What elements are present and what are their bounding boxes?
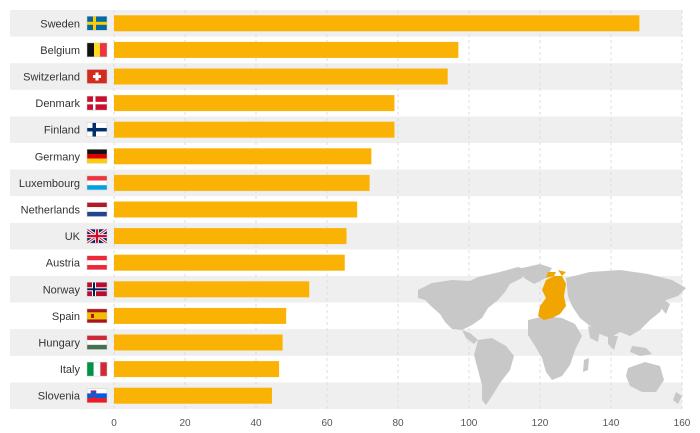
flag-germany-icon <box>86 149 108 164</box>
bar-luxembourg <box>114 174 370 191</box>
flag-hungary-icon <box>86 335 108 350</box>
flag-icons <box>86 16 108 403</box>
flag-belgium-icon <box>86 42 108 58</box>
x-axis-tick-labels: 0 20 40 60 80 100 120 140 160 <box>111 418 691 429</box>
x-tick-label: 0 <box>111 418 117 429</box>
bar-belgium <box>114 41 459 58</box>
flag-switzerland-icon <box>86 69 108 84</box>
bars <box>114 15 640 404</box>
x-tick-label: 40 <box>250 418 262 429</box>
bar-germany <box>114 148 372 165</box>
category-label: Slovenia <box>38 391 81 403</box>
flag-luxembourg-icon <box>86 175 108 191</box>
category-label: UK <box>65 231 81 243</box>
x-tick-label: 60 <box>321 418 333 429</box>
category-label: Denmark <box>35 98 80 110</box>
category-label: Finland <box>44 125 80 137</box>
row-band <box>10 329 682 356</box>
flag-norway-icon <box>86 282 108 297</box>
x-tick-label: 120 <box>532 418 549 429</box>
flag-finland-icon <box>86 122 108 137</box>
flag-denmark-icon <box>86 95 108 111</box>
flag-spain-icon <box>86 308 108 324</box>
flag-slovenia-icon <box>86 388 108 403</box>
bar-hungary <box>114 334 283 351</box>
x-tick-label: 80 <box>392 418 404 429</box>
x-tick-label: 160 <box>674 418 691 429</box>
category-label: Germany <box>35 151 81 163</box>
flag-austria-icon <box>86 255 108 270</box>
category-label: Spain <box>52 311 80 323</box>
bar-italy <box>114 361 280 378</box>
x-tick-label: 20 <box>179 418 191 429</box>
row-band <box>10 382 682 409</box>
world-map-icon <box>418 264 686 405</box>
bar-norway <box>114 281 310 298</box>
flag-uk-icon <box>86 227 108 245</box>
category-label: Luxembourg <box>19 178 80 190</box>
bar-slovenia <box>114 387 272 404</box>
bar-sweden <box>114 15 640 32</box>
flag-sweden-icon <box>86 16 108 31</box>
bar-netherlands <box>114 201 358 218</box>
flag-netherlands-icon <box>86 202 108 217</box>
x-tick-label: 100 <box>461 418 478 429</box>
category-labels: Sweden Belgium Switzerland Denmark Finland Ge… <box>19 18 81 402</box>
bar-uk <box>114 228 347 245</box>
bar-austria <box>114 254 345 271</box>
category-label: Belgium <box>40 45 80 57</box>
bar-spain <box>114 307 287 324</box>
category-label: Netherlands <box>21 205 81 217</box>
category-label: Hungary <box>38 338 80 350</box>
category-label: Austria <box>46 258 81 270</box>
category-label: Switzerland <box>23 72 80 84</box>
x-tick-label: 140 <box>603 418 620 429</box>
bar-denmark <box>114 95 395 112</box>
category-label: Sweden <box>40 18 80 30</box>
bar-switzerland <box>114 68 448 85</box>
bar-finland <box>114 121 395 138</box>
flag-italy-icon <box>86 361 108 377</box>
category-label: Norway <box>43 284 81 296</box>
category-label: Italy <box>60 364 81 376</box>
